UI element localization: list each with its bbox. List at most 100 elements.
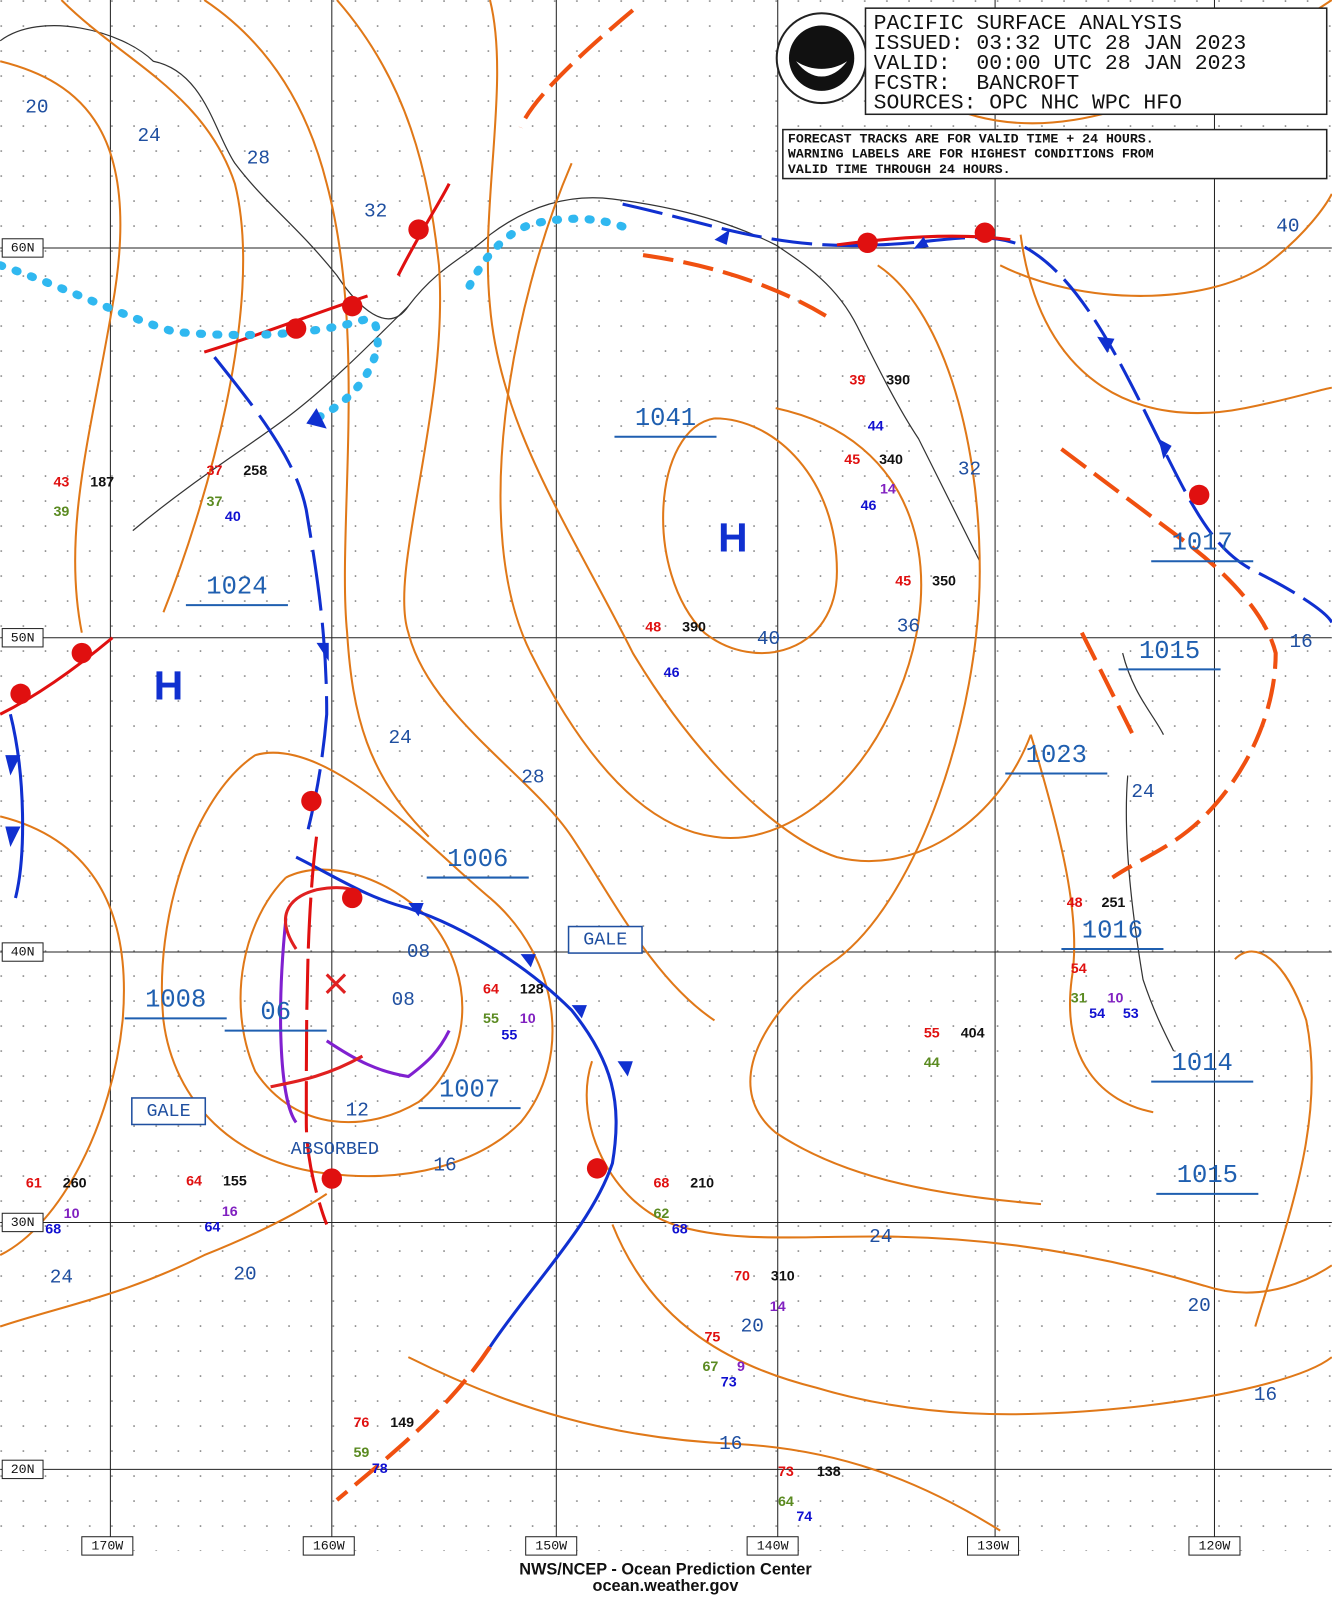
station-value: 187: [90, 474, 114, 490]
station-value: 48: [645, 619, 661, 635]
cold-front: [213, 356, 329, 838]
low-position: [325, 973, 347, 994]
note-line: FORECAST TRACKS ARE FOR VALID TIME + 24 …: [788, 131, 1154, 146]
station-value: 43: [53, 474, 69, 490]
isobar-label: 24: [138, 125, 161, 147]
station-value: 46: [861, 498, 877, 514]
station-value: 73: [778, 1464, 794, 1480]
pressure-center: 1023: [1026, 741, 1087, 770]
station-value: 138: [817, 1464, 841, 1480]
stationary-front: [304, 836, 329, 1226]
station-value: 62: [653, 1206, 669, 1222]
pressure-center: 1015: [1177, 1161, 1238, 1190]
header-line: PACIFIC SURFACE ANALYSIS: [874, 12, 1182, 36]
isobar-label: 16: [1254, 1384, 1277, 1406]
longitude-label: 150W: [535, 1538, 567, 1553]
pressure-center: 1008: [145, 986, 206, 1015]
longitude-label: 140W: [757, 1538, 789, 1553]
isobar-label: 28: [247, 147, 270, 169]
longitude-box: [746, 1536, 799, 1556]
station-value: 55: [924, 1025, 940, 1041]
isobar-label: 20: [741, 1316, 764, 1338]
isobar-label: 24: [389, 727, 412, 749]
trough: [642, 253, 1278, 880]
station-value: 75: [704, 1330, 720, 1346]
station-value: 46: [664, 665, 680, 681]
station-value: 390: [682, 619, 706, 635]
tropical-wave: [0, 214, 627, 423]
station-value: 70: [734, 1268, 750, 1284]
isobars: [0, 0, 1332, 1532]
isobar-label: 32: [958, 459, 981, 481]
isobar-label: 40: [1276, 216, 1299, 238]
isobar-label: 16: [1290, 631, 1313, 653]
station-value: 340: [879, 452, 903, 468]
station-value: 73: [721, 1374, 737, 1390]
longitude-label: 130W: [977, 1538, 1009, 1553]
station-value: 37: [207, 463, 223, 479]
station-value: 155: [223, 1173, 247, 1189]
footer-line: NWS/NCEP - Ocean Prediction Center: [519, 1561, 812, 1579]
station-value: 76: [353, 1415, 369, 1431]
station-value: 14: [880, 482, 896, 498]
station-value: 55: [483, 1011, 499, 1027]
isobar-label: 20: [25, 96, 48, 118]
warm-front: [0, 636, 114, 716]
station-value: 61: [26, 1175, 42, 1191]
front-symbols-warm: [10, 219, 1210, 1189]
station-value: 10: [520, 1011, 536, 1027]
longitude-box: [1188, 1536, 1241, 1556]
station-value: 350: [932, 573, 956, 589]
station-value: 74: [796, 1509, 812, 1525]
isobar-label: 08: [407, 941, 430, 963]
pressure-center: 1015: [1139, 637, 1200, 666]
isobar-label: 16: [433, 1154, 456, 1176]
header-line: ISSUED: 03:32 UTC 28 JAN 2023: [874, 32, 1247, 56]
latitude-box: [1, 1459, 44, 1480]
isobar-label: 40: [757, 628, 780, 650]
station-value: 54: [1089, 1006, 1105, 1022]
station-value: 59: [353, 1445, 369, 1461]
note-line: WARNING LABELS ARE FOR HIGHEST CONDITION…: [788, 147, 1154, 162]
longitude-box: [525, 1536, 578, 1556]
station-value: 258: [243, 463, 267, 479]
note-line: VALID TIME THROUGH 24 HOURS.: [788, 162, 1011, 177]
latitude-label: 50N: [11, 630, 35, 645]
station-value: 404: [961, 1025, 985, 1041]
station-value: 390: [886, 372, 910, 388]
station-value: 44: [924, 1055, 940, 1071]
header-line: SOURCES: OPC NHC WPC HFO: [874, 92, 1182, 116]
latitude-label: 40N: [11, 945, 35, 960]
pressure-center: 1024: [206, 572, 267, 601]
station-value: 149: [390, 1415, 414, 1431]
header-box: [864, 7, 1328, 116]
station-value: 14: [770, 1299, 786, 1315]
latitude-box: [1, 942, 44, 962]
isobar-label: 20: [233, 1264, 256, 1286]
station-value: 53: [1123, 1006, 1139, 1022]
pressure-center: 06: [260, 998, 291, 1027]
isobar-label: 32: [364, 200, 387, 222]
station-value: 68: [45, 1221, 61, 1237]
annotation: ABSORBED: [291, 1139, 379, 1160]
longitude-box: [81, 1536, 134, 1556]
station-value: 64: [483, 982, 499, 998]
station-value: 37: [207, 494, 223, 510]
footer-line: ocean.weather.gov: [593, 1577, 739, 1595]
pressure-center: 1017: [1172, 529, 1233, 558]
station-value: 10: [1108, 991, 1124, 1007]
station-value: 64: [204, 1219, 220, 1235]
isobar-label: 16: [719, 1433, 742, 1455]
cold-front: [8, 713, 25, 899]
station-value: 68: [672, 1221, 688, 1237]
station-value: 210: [690, 1175, 714, 1191]
warning-label: GALE: [147, 1101, 191, 1122]
isobar-label: 36: [897, 616, 920, 638]
station-value: 64: [186, 1173, 202, 1189]
cold-front: [295, 855, 618, 1348]
longitude-label: 170W: [91, 1538, 123, 1553]
latitude-label: 20N: [11, 1462, 35, 1477]
pressure-center: 1014: [1172, 1049, 1233, 1078]
longitude-label: 120W: [1199, 1538, 1231, 1553]
